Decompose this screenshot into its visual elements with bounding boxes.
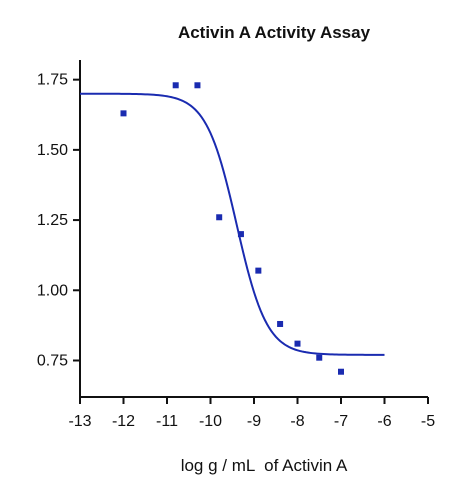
plot-area: 0.75 1.00 1.25 1.50 1.75 -13 -12 -11 -10 -9 -8 -7 -6…: [37, 60, 435, 430]
y-tick-label: 1.50: [37, 142, 68, 159]
x-tick-label: -6: [377, 413, 391, 430]
data-point: [194, 82, 201, 89]
x-tick-label: -11: [156, 413, 178, 430]
x-tick-label: -13: [68, 413, 91, 430]
x-tick-label: -10: [199, 413, 222, 430]
x-tick-label: -5: [421, 413, 435, 430]
x-tick-label: -7: [334, 413, 348, 430]
data-point: [255, 267, 262, 274]
data-point: [294, 340, 301, 347]
x-tick-label: -8: [290, 413, 304, 430]
y-tick-label: 1.75: [37, 72, 68, 89]
data-point: [237, 231, 244, 238]
x-axis-label: log g / mL of Activin A: [181, 456, 348, 475]
y-tick-label: 1.00: [37, 282, 68, 299]
data-point: [216, 214, 223, 221]
y-tick-label: 0.75: [37, 352, 68, 369]
fit-curve-line: [80, 92, 385, 356]
chart-title: Activin A Activity Assay: [178, 23, 371, 42]
data-point: [120, 110, 127, 117]
data-point: [338, 368, 344, 375]
data-point: [277, 320, 284, 327]
x-tick-label: -9: [247, 413, 261, 430]
data-point: [172, 82, 179, 89]
data-point: [316, 354, 323, 361]
y-tick-label: 1.25: [37, 212, 68, 229]
x-tick-label: -12: [112, 413, 135, 430]
